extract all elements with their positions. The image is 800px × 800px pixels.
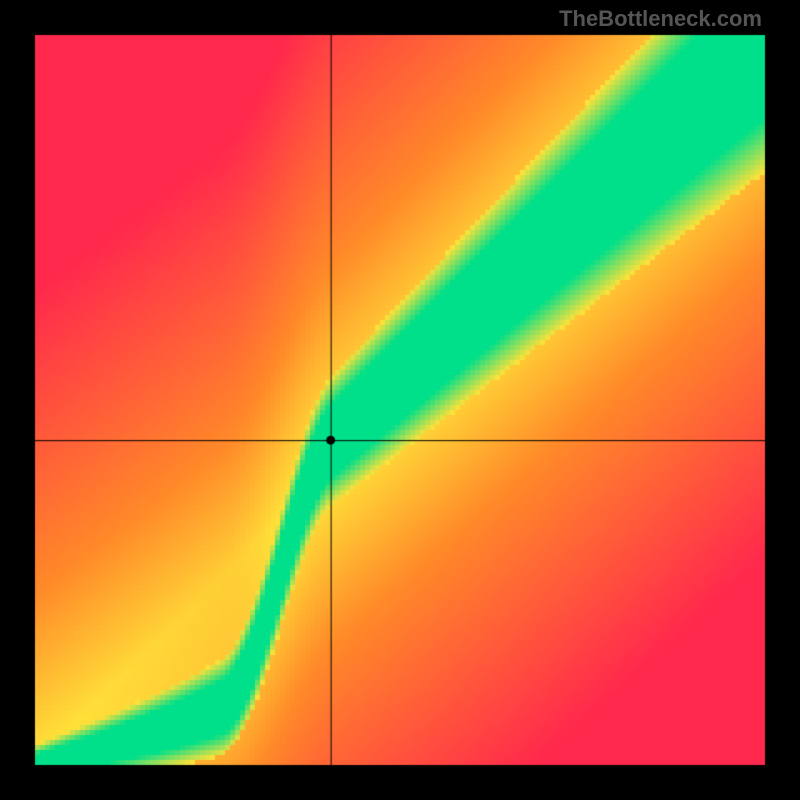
chart-container: TheBottleneck.com	[0, 0, 800, 800]
bottleneck-heatmap-canvas	[0, 0, 800, 800]
watermark-text: TheBottleneck.com	[559, 6, 762, 32]
